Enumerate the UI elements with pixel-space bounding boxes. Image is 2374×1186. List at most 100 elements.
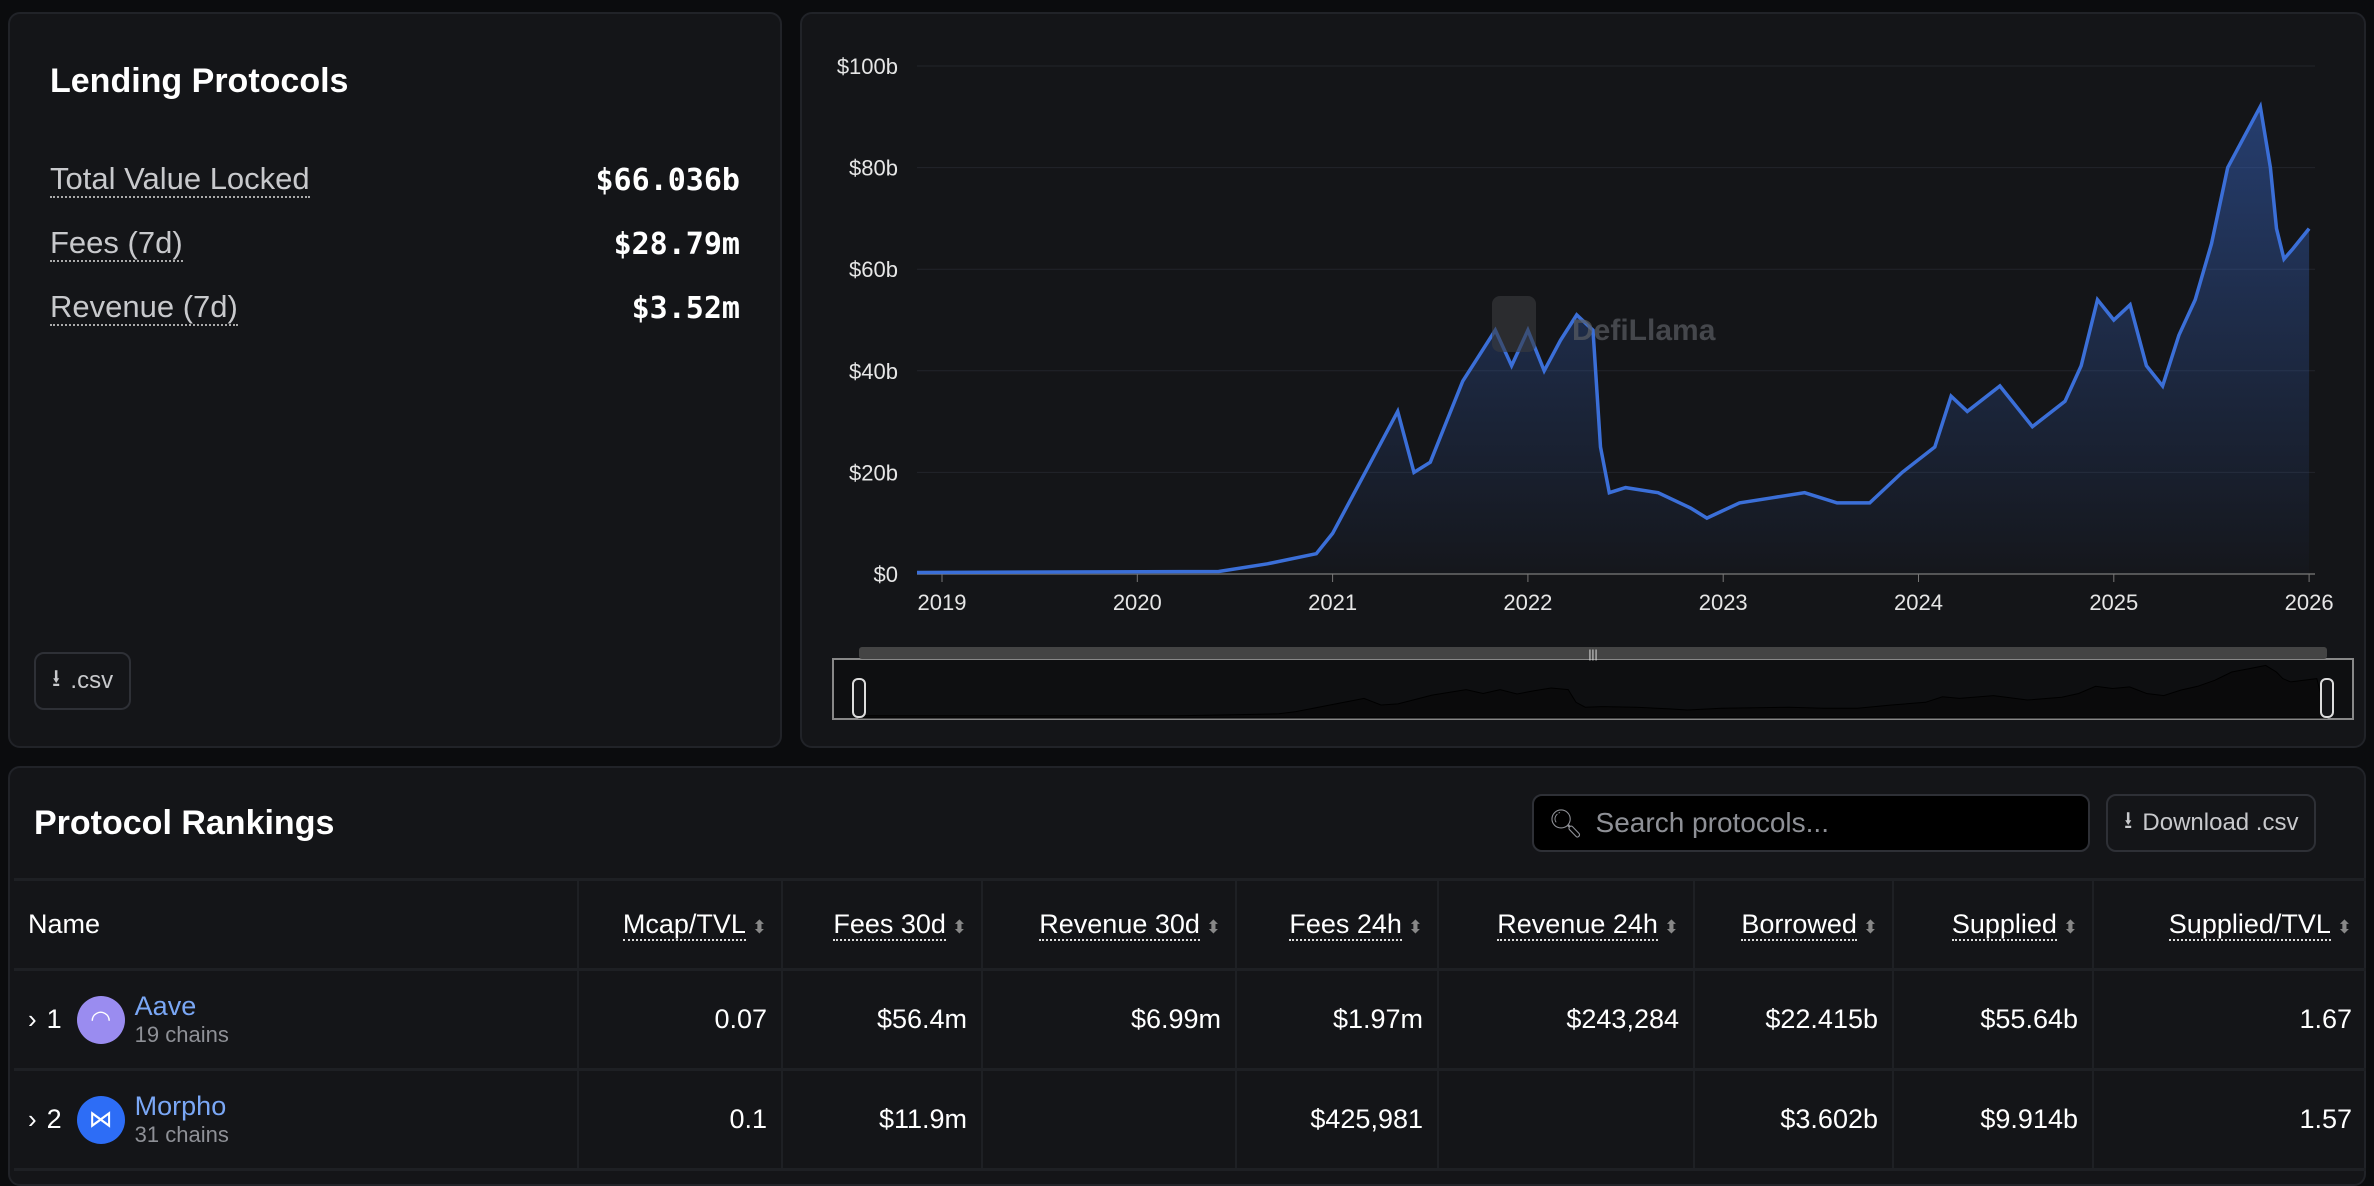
search-input[interactable]: 🔍︎ Search protocols... bbox=[1532, 794, 2090, 852]
x-tick-label: 2023 bbox=[1699, 590, 1748, 615]
stat-value: $28.79m bbox=[613, 226, 740, 262]
tvl-chart-panel: $0 $20b $40b $60b $80b $100b 2019 2020 2021 2022 2… bbox=[800, 12, 2366, 748]
x-tick-label: 2019 bbox=[918, 590, 967, 615]
csv-download-button[interactable]: ⭳ .csv bbox=[34, 652, 132, 710]
x-tick-label: 2020 bbox=[1113, 590, 1162, 615]
table-cell: $11.9m bbox=[782, 1069, 983, 1170]
y-tick-label: $60b bbox=[849, 257, 898, 282]
navigator-series bbox=[853, 664, 2328, 719]
table-cell: $243,284 bbox=[1438, 969, 1695, 1070]
stat-value: $3.52m bbox=[631, 290, 740, 326]
summary-panel: Lending Protocols Total Value Locked $66.… bbox=[8, 12, 782, 748]
table-cell bbox=[982, 1069, 1237, 1170]
column-header[interactable]: Mcap/TVL ⬍ bbox=[578, 879, 783, 970]
table-header: Name Mcap/TVL ⬍ Fees 30d ⬍ Revenue 30d ⬍ Fees 2… bbox=[14, 879, 2366, 970]
table-cell: $9.914b bbox=[1893, 1069, 2094, 1170]
column-label: Supplied/TVL bbox=[2168, 909, 2331, 941]
stat-tvl: Total Value Locked $66.036b bbox=[50, 161, 741, 199]
download-label: Download .csv bbox=[2142, 809, 2299, 836]
column-header[interactable]: Fees 30d ⬍ bbox=[782, 879, 983, 970]
tvl-chart[interactable]: $0 $20b $40b $60b $80b $100b 2019 2020 2021 2022 2… bbox=[802, 14, 2368, 750]
stat-fees: Fees (7d) $28.79m bbox=[50, 225, 740, 263]
table-cell: 0.1 bbox=[578, 1069, 783, 1170]
y-tick-label: $40b bbox=[849, 359, 898, 384]
name-cell: › 1 ◠ Aave 19 chains bbox=[14, 969, 579, 1070]
column-header[interactable]: Borrowed ⬍ bbox=[1694, 879, 1894, 970]
column-label: Name bbox=[28, 909, 101, 939]
table-cell: $22.415b bbox=[1694, 969, 1894, 1070]
stat-label[interactable]: Revenue (7d) bbox=[50, 289, 238, 327]
protocol-logo-icon: ◠ bbox=[76, 995, 125, 1044]
table-cell: $55.64b bbox=[1893, 969, 2094, 1070]
x-tick-label: 2022 bbox=[1503, 590, 1552, 615]
table-row: › 2 ⋈ Morpho 31 chains 0.1 $11.9m $425,981 $3.60… bbox=[14, 1069, 2366, 1170]
protocol-link[interactable]: Morpho bbox=[134, 1091, 227, 1121]
table-cell: 1.57 bbox=[2299, 1104, 2352, 1134]
name-cell: › 2 ⋈ Morpho 31 chains bbox=[14, 1069, 579, 1170]
protocol-rankings-panel: Protocol Rankings 🔍︎ Search protocols...… bbox=[8, 766, 2366, 1186]
x-tick-label: 2024 bbox=[1894, 590, 1943, 615]
stat-value: $66.036b bbox=[595, 162, 741, 198]
file-download-icon: ⭳ bbox=[2124, 806, 2133, 834]
column-label: Borrowed bbox=[1741, 909, 1857, 941]
tvl-area bbox=[917, 106, 2310, 574]
navigator-scrollbar[interactable] bbox=[859, 647, 2327, 659]
column-header[interactable]: Name bbox=[14, 879, 579, 970]
file-download-icon: ⭳ bbox=[52, 664, 61, 692]
chevron-right-icon[interactable]: › bbox=[28, 1104, 37, 1134]
navigator-handle[interactable] bbox=[852, 678, 866, 718]
sort-icon[interactable]: ⬍ bbox=[2062, 917, 2078, 937]
chain-count: 31 chains bbox=[134, 1122, 229, 1147]
sort-icon[interactable]: ⬍ bbox=[751, 917, 767, 937]
table-cell: 1.67 bbox=[2299, 1004, 2352, 1034]
table-cell: $3.602b bbox=[1694, 1069, 1894, 1170]
column-label: Fees 24h bbox=[1289, 909, 1402, 941]
y-tick-label: $20b bbox=[849, 460, 898, 485]
table-cell bbox=[1438, 1069, 1695, 1170]
stat-revenue: Revenue (7d) $3.52m bbox=[50, 289, 740, 327]
column-label: Mcap/TVL bbox=[622, 909, 746, 941]
csv-label: .csv bbox=[70, 667, 114, 694]
table-cell: $56.4m bbox=[782, 969, 983, 1070]
rank: 1 bbox=[46, 1004, 62, 1034]
sort-icon[interactable]: ⬍ bbox=[1862, 917, 1878, 937]
table-cell: $6.99m bbox=[982, 969, 1237, 1070]
column-header[interactable]: Revenue 24h ⬍ bbox=[1438, 879, 1695, 970]
navigator-handle[interactable] bbox=[2320, 678, 2334, 718]
chevron-right-icon[interactable]: › bbox=[28, 1004, 37, 1034]
range-navigator[interactable]: ||| bbox=[832, 647, 2354, 720]
table-cell: $1.97m bbox=[1236, 969, 1439, 1070]
rankings-title: Protocol Rankings bbox=[34, 804, 335, 842]
sort-icon[interactable]: ⬍ bbox=[1407, 917, 1423, 937]
search-placeholder: Search protocols... bbox=[1595, 807, 1829, 838]
chain-count: 19 chains bbox=[134, 1022, 229, 1047]
rank: 2 bbox=[46, 1104, 62, 1134]
column-header[interactable]: Fees 24h ⬍ bbox=[1236, 879, 1439, 970]
sort-icon[interactable]: ⬍ bbox=[951, 917, 967, 937]
column-label: Fees 30d bbox=[833, 909, 946, 941]
stat-label[interactable]: Total Value Locked bbox=[50, 161, 310, 199]
sort-icon[interactable]: ⬍ bbox=[1663, 917, 1679, 937]
column-label: Revenue 24h bbox=[1497, 909, 1658, 941]
column-header[interactable]: Supplied/TVL ⬍ bbox=[2093, 880, 2366, 970]
rankings-table: Name Mcap/TVL ⬍ Fees 30d ⬍ Revenue 30d ⬍ Fees 2… bbox=[14, 878, 2366, 1171]
tvl-line bbox=[916, 101, 2311, 575]
sort-icon[interactable]: ⬍ bbox=[1205, 917, 1221, 937]
x-tick-label: 2025 bbox=[2089, 590, 2138, 615]
protocol-link[interactable]: Aave bbox=[134, 991, 197, 1021]
table-cell: $425,981 bbox=[1236, 1069, 1439, 1170]
column-header[interactable]: Supplied ⬍ bbox=[1893, 879, 2094, 970]
download-csv-button[interactable]: ⭳ Download .csv bbox=[2106, 794, 2317, 852]
table-cell: 0.07 bbox=[578, 969, 783, 1070]
y-tick-label: $0 bbox=[874, 562, 898, 587]
stat-label[interactable]: Fees (7d) bbox=[50, 225, 183, 263]
y-tick-label: $100b bbox=[837, 54, 898, 79]
page-title: Lending Protocols bbox=[50, 62, 349, 100]
column-label: Revenue 30d bbox=[1039, 909, 1200, 941]
column-header[interactable]: Revenue 30d ⬍ bbox=[982, 879, 1237, 970]
watermark: DefiLlama bbox=[1572, 314, 1716, 347]
sort-icon[interactable]: ⬍ bbox=[2336, 917, 2352, 937]
column-label: Supplied bbox=[1951, 909, 2057, 941]
y-tick-label: $80b bbox=[849, 156, 898, 181]
search-icon: 🔍︎ bbox=[1548, 807, 1584, 839]
